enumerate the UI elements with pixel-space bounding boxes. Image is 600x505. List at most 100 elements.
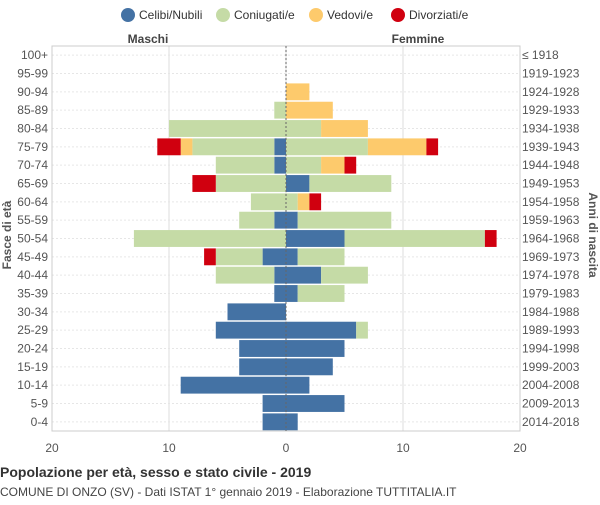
bar-female-celibi (286, 395, 345, 412)
birth-year-label: 1954-1958 (522, 195, 580, 209)
legend-swatch-vedovi (309, 8, 323, 22)
bar-male-celibi (215, 321, 286, 339)
bar-female-vedovi (321, 120, 368, 137)
bar-male-coniugati (239, 211, 275, 229)
bar-female-vedovi (367, 138, 427, 156)
bar-male-celibi (262, 248, 286, 266)
males-label: Maschi (128, 32, 169, 46)
bar-female-coniugati (356, 321, 368, 339)
bar-female-vedovi (297, 193, 310, 211)
bar-female-coniugati (297, 211, 392, 229)
birth-year-label: 2004-2008 (522, 378, 580, 392)
legend-label-vedovi: Vedovi/e (327, 8, 373, 22)
legend-swatch-celibi (121, 8, 135, 22)
age-group-label: 75-79 (17, 140, 48, 154)
legend-swatch-coniugati (216, 8, 230, 22)
y-axis-label-right: Anni di nascita (586, 192, 600, 278)
birth-year-label: 2014-2018 (522, 415, 580, 429)
bar-male-coniugati (169, 120, 286, 137)
legend-swatch-divorziati (391, 8, 405, 22)
bar-male-celibi (227, 303, 286, 321)
x-tick-label: 0 (283, 441, 290, 455)
age-group-label: 10-14 (17, 378, 48, 392)
bar-male-celibi (274, 285, 286, 302)
bar-female-coniugati (309, 175, 392, 192)
bar-male-celibi (274, 211, 286, 229)
legend-label-celibi: Celibi/Nubili (139, 8, 202, 22)
bar-male-vedovi (180, 138, 193, 156)
birth-year-label: 1969-1973 (522, 250, 580, 264)
bar-male-coniugati (215, 156, 275, 174)
bar-female-celibi (286, 248, 298, 266)
bar-male-celibi (262, 395, 286, 412)
birth-year-label: 1949-1953 (522, 177, 580, 191)
chart-title: Popolazione per età, sesso e stato civil… (0, 464, 311, 480)
bar-male-coniugati (192, 138, 275, 156)
birth-year-label: 1989-1993 (522, 323, 580, 337)
bar-male-coniugati (215, 175, 286, 192)
x-tick-label: 10 (162, 441, 176, 455)
age-group-label: 55-59 (17, 213, 48, 227)
bar-male-coniugati (274, 101, 286, 119)
bar-female-divorziati (344, 156, 357, 174)
legend-item-vedovi: Vedovi/e (309, 8, 373, 22)
x-tick-label: 20 (513, 441, 527, 455)
bar-male-coniugati (215, 248, 263, 266)
bar-male-divorziati (204, 248, 216, 266)
bar-female-celibi (286, 321, 357, 339)
birth-year-label: 1934-1938 (522, 122, 580, 136)
bar-female-coniugati (286, 138, 368, 156)
bar-female-celibi (286, 358, 333, 376)
bar-female-vedovi (286, 83, 310, 101)
legend: Celibi/Nubili Coniugati/e Vedovi/e Divorzia… (121, 8, 469, 22)
bar-female-coniugati (344, 230, 485, 247)
legend-label-coniugati: Coniugati/e (234, 8, 295, 22)
bars (133, 46, 497, 431)
bar-female-celibi (286, 211, 298, 229)
bar-female-celibi (286, 413, 298, 431)
chart-subtitle: COMUNE DI ONZO (SV) - Dati ISTAT 1° genn… (0, 485, 457, 499)
bar-female-celibi (286, 285, 298, 302)
age-group-label: 80-84 (17, 122, 48, 136)
bar-male-coniugati (133, 230, 286, 247)
bar-female-coniugati (286, 193, 298, 211)
age-group-label: 50-54 (17, 232, 48, 246)
bar-female-celibi (286, 175, 310, 192)
age-group-label: 100+ (21, 48, 48, 62)
bar-female-divorziati (426, 138, 439, 156)
birth-year-label: 1999-2003 (522, 360, 580, 374)
age-group-label: 15-19 (17, 360, 48, 374)
bar-female-vedovi (286, 101, 333, 119)
bar-male-divorziati (157, 138, 181, 156)
y-axis-label-left: Fasce di età (0, 200, 14, 269)
legend-item-coniugati: Coniugati/e (216, 8, 295, 22)
birth-year-label: 1979-1983 (522, 287, 580, 301)
birth-year-label: 1939-1943 (522, 140, 580, 154)
bar-male-coniugati (215, 266, 275, 284)
bar-female-divorziati (309, 193, 322, 211)
age-group-label: 45-49 (17, 250, 48, 264)
bar-male-celibi (274, 156, 286, 174)
legend-label-divorziati: Divorziati/e (409, 8, 469, 22)
bar-male-celibi (274, 266, 286, 284)
birth-year-labels: ≤ 1918 1919-1923 1924-1928 1929-1933 1934-19… (522, 48, 580, 429)
age-group-labels: 100+ 95-99 90-94 85-89 80-84 75-79 70-74 65-69 6… (17, 48, 48, 429)
age-group-label: 30-34 (17, 305, 48, 319)
birth-year-label: 1974-1978 (522, 268, 580, 282)
age-group-label: 85-89 (17, 103, 48, 117)
birth-year-label: 1964-1968 (522, 232, 580, 246)
legend-item-divorziati: Divorziati/e (391, 8, 469, 22)
females-label: Femmine (392, 32, 445, 46)
birth-year-label: 1919-1923 (522, 67, 580, 81)
bar-male-coniugati (250, 193, 286, 211)
bar-male-celibi (274, 138, 286, 156)
age-group-label: 65-69 (17, 177, 48, 191)
age-group-label: 25-29 (17, 323, 48, 337)
bar-male-celibi (239, 340, 286, 357)
bar-female-celibi (286, 376, 310, 394)
birth-year-label: 1944-1948 (522, 158, 580, 172)
age-group-label: 70-74 (17, 158, 48, 172)
bar-male-celibi (262, 413, 286, 431)
bar-female-coniugati (286, 156, 322, 174)
x-axis-ticks: 20 10 0 10 20 (45, 441, 527, 455)
